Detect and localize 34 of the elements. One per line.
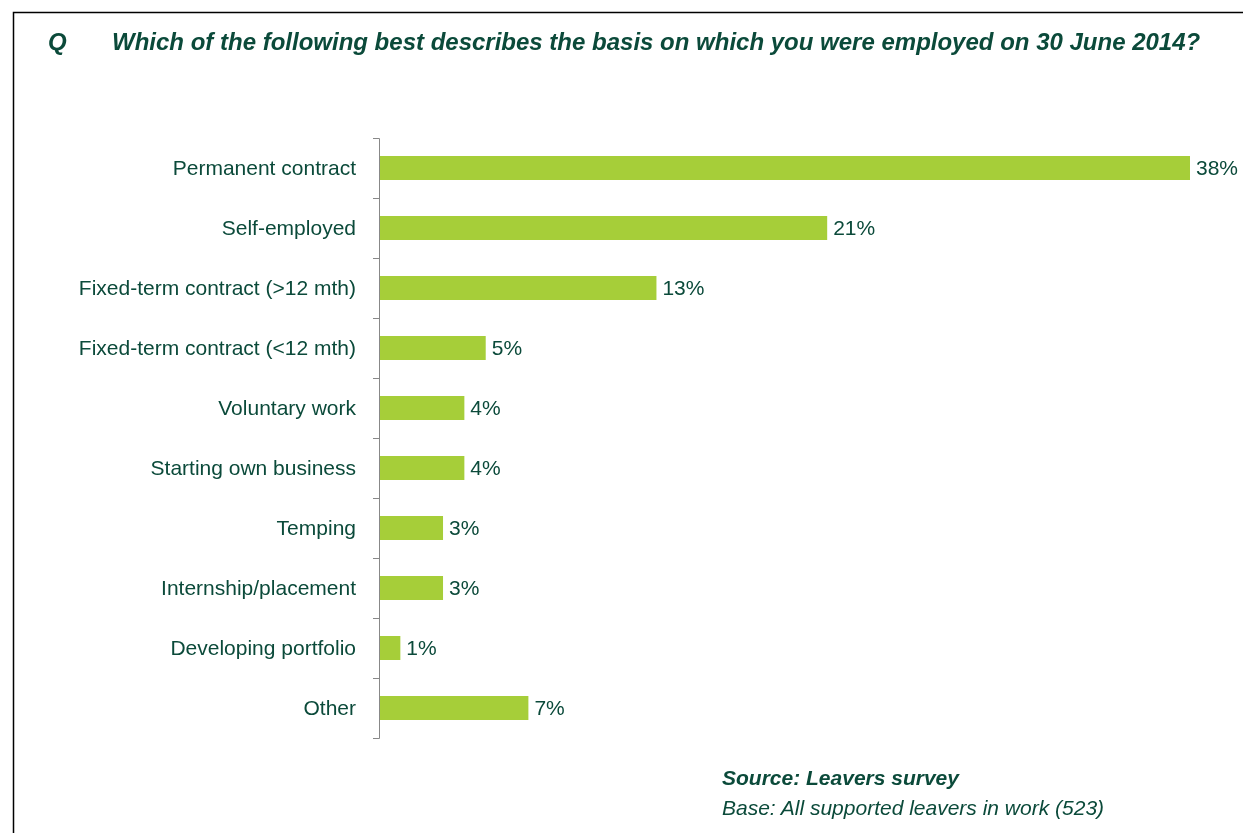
y-tick-label: Permanent contract [172, 156, 357, 180]
chart-title: Which of the following best describes the basis on which you were employed on 30 June 2014? [112, 28, 1201, 55]
text: Q [48, 28, 67, 55]
source-note: Source: Leavers survey [722, 766, 961, 789]
bar [379, 456, 465, 480]
data-label: 5% [491, 336, 523, 360]
bar [379, 156, 1190, 180]
y-tick-label: Temping [276, 516, 356, 540]
data-label: 13% [662, 276, 705, 300]
y-tick-label: Fixed-term contract (<12 mth) [78, 336, 356, 360]
data-label: 38% [1196, 156, 1239, 180]
data-label: 21% [833, 216, 876, 240]
bar [379, 636, 401, 660]
data-label: 3% [449, 516, 480, 540]
data-label: 7% [534, 696, 565, 720]
bar [379, 396, 465, 420]
bar [379, 276, 657, 300]
y-tick-label: Fixed-term contract (>12 mth) [78, 276, 356, 300]
data-label: 4% [470, 396, 501, 420]
bar [379, 576, 444, 600]
data-label: 3% [449, 576, 480, 600]
data-label: 4% [470, 456, 501, 480]
bar [379, 336, 486, 360]
y-tick-label: Self-employed [221, 216, 356, 240]
y-tick-label: Voluntary work [218, 396, 357, 420]
bar [379, 696, 529, 720]
data-label: 1% [406, 636, 437, 660]
y-tick-label: Starting own business [150, 456, 356, 480]
y-tick-label: Other [303, 696, 356, 720]
y-tick-label: Developing portfolio [170, 636, 356, 660]
bar [379, 216, 828, 240]
text: Base: All supported leavers in work (523) [722, 796, 1105, 819]
y-tick-label: Internship/placement [161, 576, 357, 600]
bar [379, 516, 444, 540]
